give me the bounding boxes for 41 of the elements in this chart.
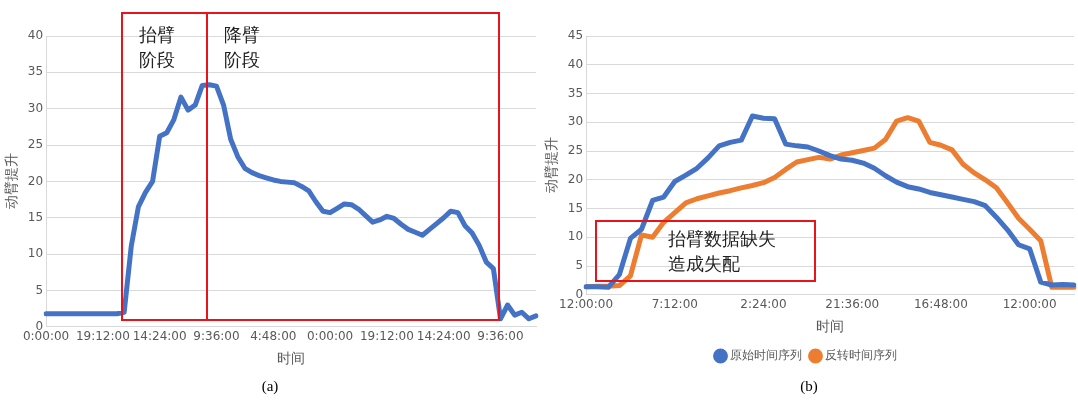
y-tick-label: 25 xyxy=(567,143,584,158)
x-tick-label: 7:12:00 xyxy=(651,297,698,312)
y-tick-label: 15 xyxy=(567,200,584,215)
y-tick-label: 30 xyxy=(27,100,44,115)
y-tick-label: 20 xyxy=(27,173,44,188)
x-axis-title: 时间 xyxy=(277,350,306,367)
x-tick-label: 16:48:00 xyxy=(913,297,968,312)
y-tick-label: 10 xyxy=(567,229,584,244)
y-tick-label: 5 xyxy=(575,258,584,273)
legend-label: 反转时间序列 xyxy=(825,348,897,363)
x-tick-label: 21:36:00 xyxy=(825,297,880,312)
y-tick-label: 20 xyxy=(567,171,584,186)
x-tick-label: 19:12:00 xyxy=(75,329,130,344)
y-tick-label: 45 xyxy=(567,28,584,43)
x-tick-label: 12:00:00 xyxy=(1002,297,1057,312)
text: (a) xyxy=(260,378,280,395)
x-tick-label: 19:12:00 xyxy=(359,329,414,344)
y-axis-title: 动臂提升 xyxy=(543,137,560,194)
x-tick-label: 9:36:00 xyxy=(477,329,524,344)
annotation: 抬臂阶段 xyxy=(138,23,176,72)
y-tick-label: 15 xyxy=(27,209,44,224)
annotation: 降臂阶段 xyxy=(224,23,262,72)
x-axis-title: 时间 xyxy=(816,318,845,335)
y-tick-label: 5 xyxy=(35,282,44,297)
y-tick-label: 30 xyxy=(567,114,584,129)
x-tick-label: 4:48:00 xyxy=(250,329,297,344)
y-tick-label: 40 xyxy=(567,56,584,71)
x-tick-label: 0:00:00 xyxy=(306,329,354,344)
y-tick-label: 25 xyxy=(27,137,44,152)
x-tick-label: 14:24:00 xyxy=(416,329,471,344)
x-tick-label: 2:24:00 xyxy=(740,297,787,312)
x-tick-label: 14:24:00 xyxy=(132,329,187,344)
y-tick-label: 35 xyxy=(27,64,44,79)
y-tick-label: 35 xyxy=(567,85,584,100)
legend-label: 原始时间序列 xyxy=(730,348,802,363)
y-tick-label: 10 xyxy=(27,246,44,261)
annotation: 抬臂数据缺失造成失配 xyxy=(667,226,777,276)
text: (b) xyxy=(799,378,819,395)
y-tick-label: 40 xyxy=(27,28,44,43)
y-axis-title: 动臂提升 xyxy=(3,153,20,210)
x-tick-label: 9:36:00 xyxy=(193,329,240,344)
